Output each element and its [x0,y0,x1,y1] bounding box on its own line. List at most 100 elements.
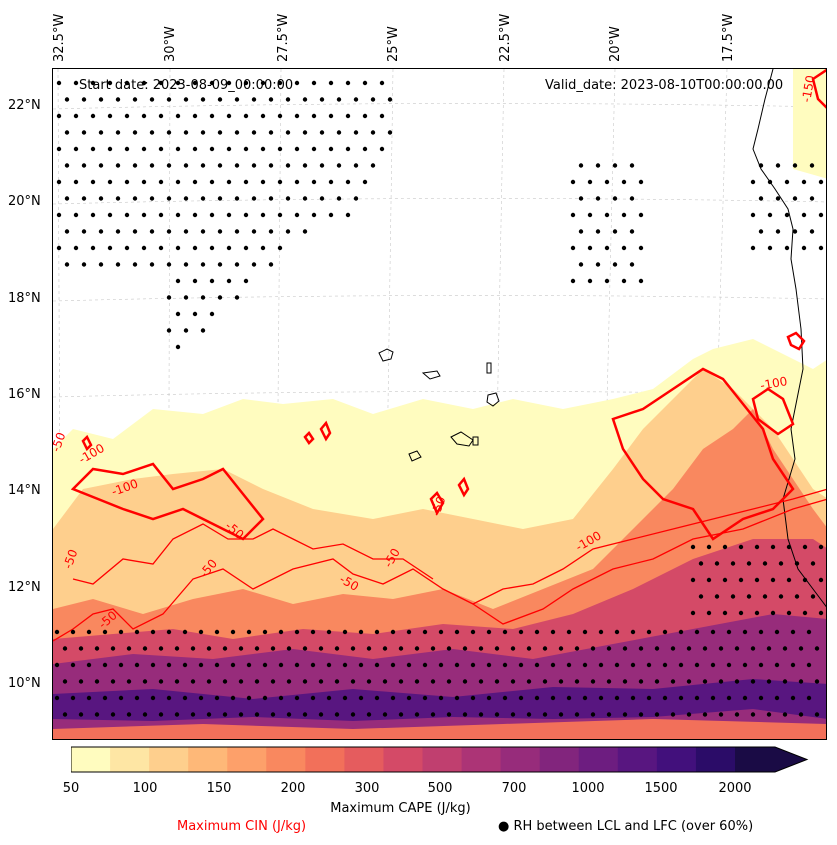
rh-dot [542,712,548,717]
rh-dot [217,196,223,201]
rh-dot [246,695,252,701]
rh-dot [738,577,744,583]
rh-dot [370,130,376,135]
lon-label: 30°W [163,26,178,62]
rh-dot [621,245,627,251]
rh-dot [78,646,84,651]
colorbar-tick: 500 [427,781,453,796]
rh-dot [206,712,212,717]
rh-dot [406,695,412,701]
colorbar-swatch [344,747,384,772]
rh-dot [578,163,584,168]
rh-dot [190,646,196,651]
rh-dot [629,229,635,234]
rh-dot [277,179,283,185]
rh-dot [710,629,716,635]
rh-dot [706,610,712,616]
rh-dot [362,80,368,86]
rh-dot [784,179,790,185]
rh-dot [174,712,180,717]
rh-dot [56,113,62,119]
rh-dot [183,130,189,135]
rh-dot [158,80,164,86]
rh-dot [166,695,172,701]
colorbar-swatch [305,747,345,772]
rh-dot [217,130,223,135]
rh-dot [758,629,764,635]
rh-dot [604,245,610,251]
rh-dot [246,662,252,668]
rh-dot [132,97,138,102]
colorbar-tick: 1500 [644,781,678,796]
rh-dot [294,80,300,86]
rh-dot [81,262,87,267]
rh-dot [56,212,62,218]
colorbar-tick: 100 [132,781,158,796]
rh-dot [262,662,268,668]
rh-dot [107,80,113,86]
rh-dot [646,662,652,668]
rh-dot [726,695,732,701]
rh-dot [750,212,756,218]
rh-dot [698,561,704,566]
rh-dot [518,629,524,635]
rh-dot [110,679,116,684]
rh-dot [702,712,708,717]
rh-dot [766,712,772,717]
rh-dot [446,646,452,651]
rh-dot [366,646,372,651]
rh-dot [222,712,228,717]
rh-dot [494,679,500,684]
rh-dot [638,712,644,717]
rh-dot [353,163,359,168]
rh-dot [334,646,340,651]
rh-dot [183,97,189,102]
rh-dot [587,179,593,185]
rh-dot [326,695,332,701]
rh-dot [262,629,268,635]
lon-label: 22.5°W [498,13,513,62]
rh-dot [134,695,140,701]
rh-dot [694,629,700,635]
rh-dot [183,328,189,333]
rh-dot [446,679,452,684]
rh-dot [183,163,189,168]
colorbar-label: Maximum CAPE (J/kg) [330,801,471,816]
rh-dot [277,212,283,218]
rh-dot [334,679,340,684]
rh-dot [604,212,610,218]
rh-dot [110,646,116,651]
rh-dot [686,646,692,651]
start-date-label: Start date: 2023-08-09_00:00:00 [79,78,294,93]
rh-dot [174,646,180,651]
rh-dot [254,712,260,717]
rh-dot [124,80,130,86]
rh-dot [614,629,620,635]
rh-dot [622,646,628,651]
rh-dot [285,229,291,234]
rh-dot [142,679,148,684]
colorbar-swatch [227,747,267,772]
rh-dot [175,311,181,317]
rh-dot [754,610,760,616]
lat-label: 20°N [8,194,41,209]
rh-dot [200,130,206,135]
rh-dot [670,679,676,684]
rh-dot [818,245,824,251]
rh-dot [73,80,79,86]
rh-dot [786,577,792,583]
rh-dot [217,97,223,102]
rh-dot [730,594,736,599]
rh-dot [124,245,130,251]
colorbar-swatch [539,747,580,772]
valid-date-label: Valid_date: 2023-08-10T00:00:00.00 [545,78,784,93]
rh-dot [222,679,228,684]
rh-dot [350,646,356,651]
rh-dot [73,146,79,152]
rh-dot [294,695,300,701]
rh-dot [558,646,564,651]
rh-dot [734,712,740,717]
rh-dot [518,695,524,701]
rh-dot [318,679,324,684]
rh-dot [742,629,748,635]
